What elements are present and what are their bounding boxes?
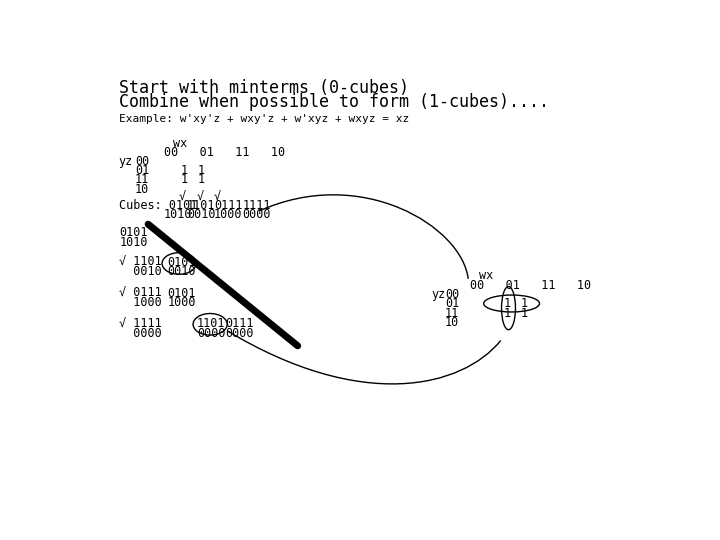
Text: 0101: 0101 xyxy=(120,226,148,240)
Text: 0000: 0000 xyxy=(197,327,225,340)
Text: 0010: 0010 xyxy=(120,265,162,278)
Text: yz: yz xyxy=(119,155,133,168)
Text: yz: yz xyxy=(431,288,445,301)
Text: 10: 10 xyxy=(135,183,149,195)
Text: wx: wx xyxy=(479,269,493,282)
Text: 1: 1 xyxy=(181,164,188,177)
Text: 1: 1 xyxy=(504,298,511,310)
Text: Start with minterms (0-cubes): Start with minterms (0-cubes) xyxy=(120,79,410,97)
Text: 0010: 0010 xyxy=(187,208,215,221)
Text: √ 1101: √ 1101 xyxy=(120,256,162,269)
Text: 1: 1 xyxy=(521,307,528,320)
Text: 0000: 0000 xyxy=(120,327,162,340)
Text: Example: w'xy'z + wxy'z + w'xyz + wxyz = xz: Example: w'xy'z + wxy'z + w'xyz + wxyz =… xyxy=(120,114,410,124)
Text: 00   01   11   10: 00 01 11 10 xyxy=(163,146,284,159)
Text: 0010: 0010 xyxy=(168,265,196,278)
Text: 01: 01 xyxy=(135,164,149,177)
Text: 0101: 0101 xyxy=(168,287,196,300)
Text: 11: 11 xyxy=(445,307,459,320)
Text: 1101: 1101 xyxy=(187,199,215,212)
Text: Combine when possible to form (1-cubes)....: Combine when possible to form (1-cubes).… xyxy=(120,92,549,111)
Text: 1101: 1101 xyxy=(197,318,225,330)
Text: √: √ xyxy=(196,190,203,203)
Text: 1010: 1010 xyxy=(163,208,192,221)
Text: 0000: 0000 xyxy=(225,327,254,340)
Text: 00   01   11   10: 00 01 11 10 xyxy=(469,279,591,292)
Text: 1010: 1010 xyxy=(120,236,148,249)
Text: 0111: 0111 xyxy=(214,199,243,212)
Text: √: √ xyxy=(179,190,186,203)
Text: √ 0111: √ 0111 xyxy=(120,287,162,300)
Text: 10: 10 xyxy=(445,316,459,329)
Text: 00: 00 xyxy=(135,155,149,168)
Text: 0111: 0111 xyxy=(225,318,254,330)
Text: 11: 11 xyxy=(135,173,149,186)
Text: 01: 01 xyxy=(445,298,459,310)
Text: 1: 1 xyxy=(504,307,511,320)
Text: 1111: 1111 xyxy=(243,199,271,212)
Text: 1000: 1000 xyxy=(168,296,196,309)
Text: 1: 1 xyxy=(198,173,205,186)
Text: 0000: 0000 xyxy=(243,208,271,221)
Text: 0101: 0101 xyxy=(168,256,196,269)
Text: 1000: 1000 xyxy=(214,208,243,221)
Text: √: √ xyxy=(213,190,220,203)
Text: 00: 00 xyxy=(445,288,459,301)
Text: 1: 1 xyxy=(181,173,188,186)
Text: Cubes: 0101: Cubes: 0101 xyxy=(120,199,198,212)
Text: 1: 1 xyxy=(198,164,205,177)
Text: √ 1111: √ 1111 xyxy=(120,318,162,330)
Text: 1: 1 xyxy=(521,298,528,310)
Text: 1000: 1000 xyxy=(120,296,162,309)
Text: wx: wx xyxy=(173,137,187,150)
